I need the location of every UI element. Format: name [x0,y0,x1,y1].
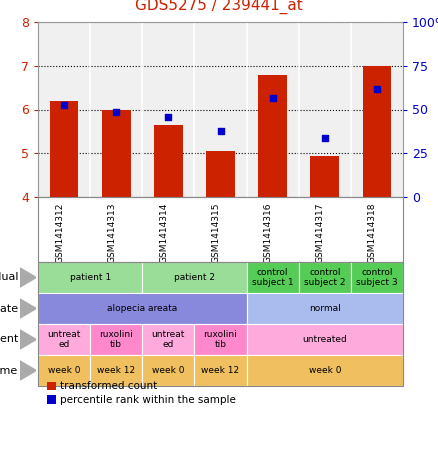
Bar [363,66,391,197]
Point [113,108,120,116]
Text: week 12: week 12 [97,366,135,375]
Bar [50,101,78,197]
Bar [258,75,287,197]
Bar [206,151,235,197]
Text: GSM1414315: GSM1414315 [212,202,220,263]
Text: percentile rank within the sample: percentile rank within the sample [60,395,236,405]
Text: control
subject 3: control subject 3 [356,268,398,287]
Bar [102,110,131,197]
Text: patient 2: patient 2 [174,273,215,282]
Text: GSM1414314: GSM1414314 [159,202,168,263]
Text: patient 1: patient 1 [70,273,111,282]
Point [374,85,381,92]
Text: transformed count: transformed count [60,381,157,391]
Polygon shape [20,299,36,318]
Text: week 0: week 0 [152,366,184,375]
Text: disease state: disease state [0,304,18,313]
Text: GSM1414313: GSM1414313 [107,202,116,263]
Bar [154,125,183,197]
Text: ruxolini
tib: ruxolini tib [99,330,133,349]
Point [269,94,276,101]
Text: week 12: week 12 [201,366,240,375]
Text: individual: individual [0,273,18,283]
Point [60,101,67,109]
Text: control
subject 1: control subject 1 [252,268,293,287]
Bar [311,156,339,197]
Text: GDS5275 / 239441_at: GDS5275 / 239441_at [135,0,303,14]
Text: untreated: untreated [302,335,347,344]
Text: GSM1414312: GSM1414312 [55,202,64,263]
Polygon shape [20,361,36,380]
Point [217,127,224,134]
Text: GSM1414318: GSM1414318 [368,202,377,263]
Text: agent: agent [0,334,18,344]
Text: alopecia areata: alopecia areata [107,304,177,313]
Text: week 0: week 0 [48,366,80,375]
Text: untreat
ed: untreat ed [152,330,185,349]
Text: GSM1414317: GSM1414317 [316,202,325,263]
Polygon shape [20,330,36,349]
Text: time: time [0,366,18,376]
Text: week 0: week 0 [308,366,341,375]
Text: ruxolini
tib: ruxolini tib [204,330,237,349]
Text: normal: normal [309,304,341,313]
Text: control
subject 2: control subject 2 [304,268,346,287]
Text: untreat
ed: untreat ed [47,330,81,349]
Polygon shape [20,268,36,287]
Point [321,134,328,141]
Point [165,114,172,121]
Text: GSM1414316: GSM1414316 [264,202,272,263]
